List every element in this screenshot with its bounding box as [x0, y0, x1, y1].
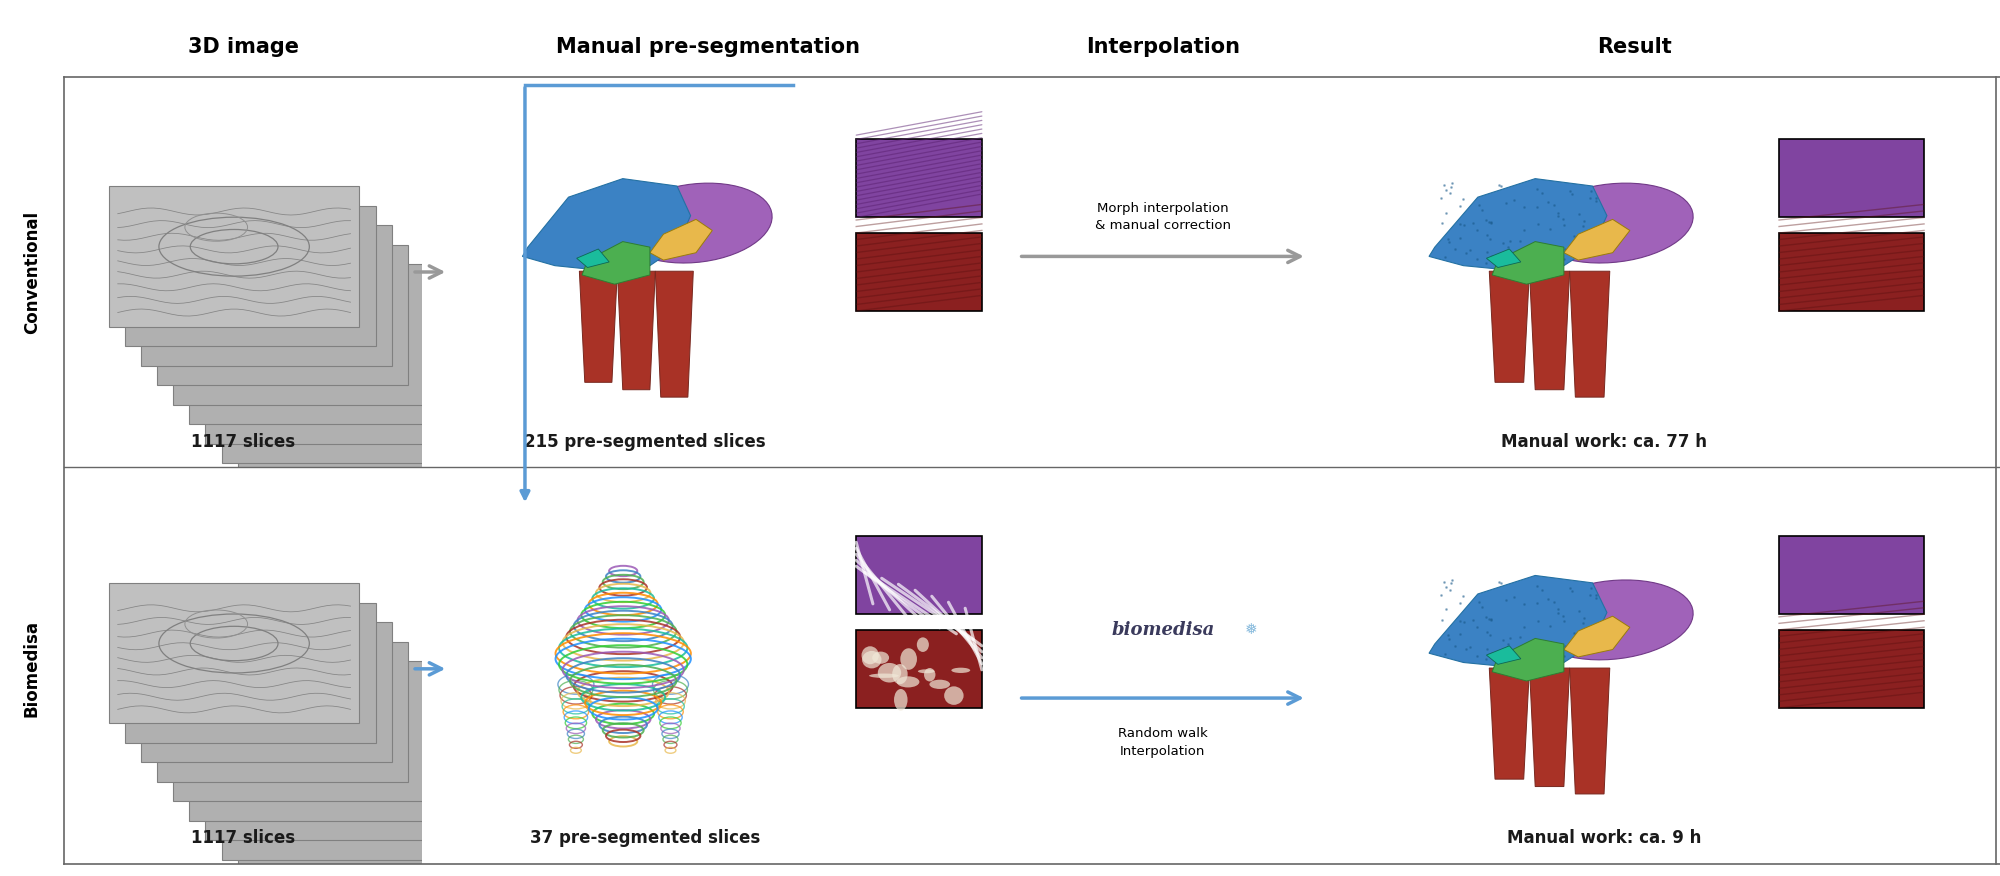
FancyBboxPatch shape — [108, 187, 360, 327]
Polygon shape — [580, 272, 618, 382]
Text: ❅: ❅ — [1244, 622, 1258, 638]
Text: 37 pre-segmented slices: 37 pre-segmented slices — [530, 830, 760, 847]
FancyBboxPatch shape — [1780, 233, 1924, 311]
FancyBboxPatch shape — [856, 536, 982, 614]
FancyBboxPatch shape — [142, 622, 392, 762]
FancyBboxPatch shape — [856, 630, 982, 708]
Polygon shape — [1490, 668, 1530, 779]
Polygon shape — [522, 179, 690, 272]
Polygon shape — [582, 242, 650, 284]
Polygon shape — [620, 183, 772, 263]
Text: Biomedisa: Biomedisa — [22, 620, 40, 717]
FancyBboxPatch shape — [108, 583, 360, 724]
FancyBboxPatch shape — [158, 641, 408, 782]
Text: Random walk
Interpolation: Random walk Interpolation — [1118, 727, 1208, 759]
Text: Manual work: ca. 77 h: Manual work: ca. 77 h — [1500, 433, 1706, 450]
Polygon shape — [1564, 219, 1630, 260]
Ellipse shape — [924, 668, 936, 682]
Ellipse shape — [916, 638, 928, 652]
Ellipse shape — [878, 663, 902, 682]
Polygon shape — [1530, 272, 1570, 390]
Ellipse shape — [892, 664, 908, 684]
FancyBboxPatch shape — [856, 139, 982, 217]
Polygon shape — [576, 249, 610, 267]
Ellipse shape — [862, 646, 878, 664]
FancyBboxPatch shape — [222, 322, 472, 463]
Ellipse shape — [896, 676, 920, 688]
Polygon shape — [1570, 272, 1610, 397]
FancyBboxPatch shape — [174, 265, 424, 405]
FancyBboxPatch shape — [238, 343, 488, 483]
Polygon shape — [1492, 639, 1564, 681]
Polygon shape — [1486, 249, 1520, 267]
Text: 1117 slices: 1117 slices — [192, 830, 296, 847]
FancyBboxPatch shape — [1780, 536, 1924, 614]
Ellipse shape — [918, 669, 934, 674]
Polygon shape — [1430, 179, 1606, 272]
FancyBboxPatch shape — [124, 206, 376, 346]
Polygon shape — [1532, 580, 1694, 660]
Polygon shape — [1532, 183, 1694, 263]
Polygon shape — [1430, 576, 1606, 668]
FancyBboxPatch shape — [238, 739, 488, 876]
Ellipse shape — [894, 689, 908, 710]
Polygon shape — [1492, 242, 1564, 284]
Text: Morph interpolation
& manual correction: Morph interpolation & manual correction — [1094, 202, 1230, 232]
FancyBboxPatch shape — [190, 681, 440, 821]
Text: Result: Result — [1596, 38, 1672, 57]
Text: Interpolation: Interpolation — [1086, 38, 1240, 57]
Ellipse shape — [952, 668, 970, 673]
FancyBboxPatch shape — [190, 284, 440, 424]
Ellipse shape — [930, 680, 950, 689]
Text: 215 pre-segmented slices: 215 pre-segmented slices — [524, 433, 766, 450]
Polygon shape — [1570, 668, 1610, 794]
Text: 3D image: 3D image — [188, 38, 298, 57]
Polygon shape — [618, 272, 656, 390]
Polygon shape — [650, 219, 712, 260]
Ellipse shape — [944, 686, 964, 705]
FancyBboxPatch shape — [222, 719, 472, 860]
Polygon shape — [1564, 616, 1630, 657]
FancyBboxPatch shape — [158, 244, 408, 385]
Text: Manual pre-segmentation: Manual pre-segmentation — [556, 38, 860, 57]
Polygon shape — [656, 272, 694, 397]
Text: Conventional: Conventional — [22, 210, 40, 334]
FancyBboxPatch shape — [142, 225, 392, 365]
Polygon shape — [1530, 668, 1570, 787]
Ellipse shape — [900, 648, 916, 670]
Polygon shape — [1490, 272, 1530, 382]
Text: biomedisa: biomedisa — [1112, 621, 1214, 639]
Ellipse shape — [872, 652, 890, 664]
FancyBboxPatch shape — [1780, 630, 1924, 708]
FancyBboxPatch shape — [124, 603, 376, 743]
Text: Manual work: ca. 9 h: Manual work: ca. 9 h — [1506, 830, 1702, 847]
FancyBboxPatch shape — [174, 661, 424, 802]
Ellipse shape — [870, 674, 898, 678]
FancyBboxPatch shape — [1780, 139, 1924, 217]
Text: 1117 slices: 1117 slices — [192, 433, 296, 450]
Ellipse shape — [862, 651, 882, 668]
FancyBboxPatch shape — [856, 233, 982, 311]
FancyBboxPatch shape — [206, 700, 456, 840]
Polygon shape — [1486, 646, 1520, 664]
FancyBboxPatch shape — [206, 303, 456, 443]
